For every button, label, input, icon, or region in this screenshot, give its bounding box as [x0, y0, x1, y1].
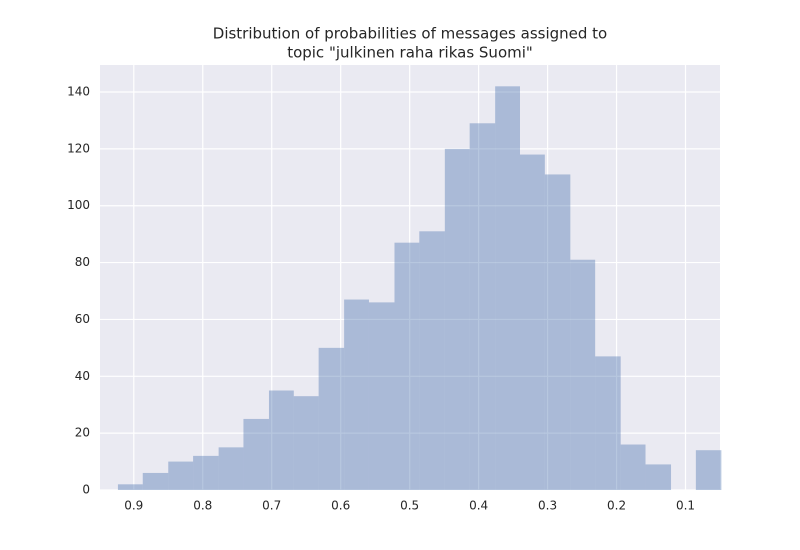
bar — [419, 231, 445, 490]
x-tick-label: 0.4 — [469, 499, 488, 513]
x-tick-label: 0.1 — [676, 499, 695, 513]
y-tick-label: 120 — [67, 141, 90, 155]
bar — [570, 259, 596, 490]
y-tick-label: 40 — [75, 369, 90, 383]
x-tick-label: 0.3 — [538, 499, 557, 513]
x-tick-label: 0.2 — [607, 499, 626, 513]
bar — [193, 455, 219, 490]
y-tick-label: 0 — [82, 483, 90, 497]
bar — [495, 86, 520, 490]
bar — [344, 299, 369, 490]
x-tick-label: 0.8 — [193, 499, 212, 513]
bar — [645, 464, 672, 490]
x-tick-label: 0.5 — [400, 499, 419, 513]
y-tick-label: 80 — [75, 255, 90, 269]
y-tick-label: 100 — [67, 198, 90, 212]
bar — [168, 461, 194, 490]
y-tick-label: 60 — [75, 312, 90, 326]
bar — [469, 123, 496, 491]
bar — [243, 418, 269, 490]
y-tick-label: 140 — [67, 85, 90, 99]
bar — [293, 396, 319, 490]
bar — [444, 148, 470, 491]
bar — [544, 174, 571, 490]
bar — [394, 242, 420, 490]
bar — [695, 450, 722, 490]
bar — [520, 154, 545, 490]
bar — [117, 484, 143, 490]
x-tick-label: 0.7 — [262, 499, 281, 513]
x-tick-label: 0.9 — [124, 499, 143, 513]
bar — [142, 472, 169, 490]
bar — [268, 390, 294, 490]
bar — [620, 444, 646, 490]
y-tick-label: 20 — [75, 426, 90, 440]
chart-title: Distribution of probabilities of message… — [213, 25, 607, 43]
x-tick-label: 0.6 — [331, 499, 350, 513]
bar — [595, 356, 621, 490]
bar — [368, 302, 395, 490]
chart-title: topic "julkinen raha rikas Suomi" — [287, 44, 533, 62]
bar — [218, 447, 244, 490]
bar — [318, 347, 345, 490]
